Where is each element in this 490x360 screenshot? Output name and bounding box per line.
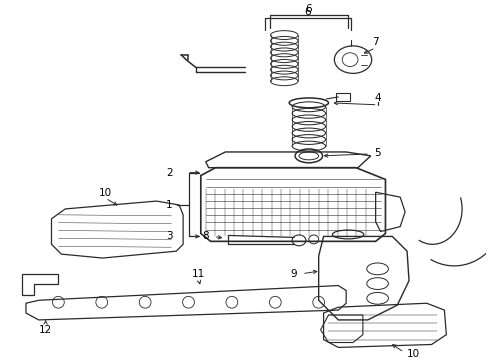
Text: 9: 9 <box>291 269 297 279</box>
Text: 7: 7 <box>372 37 379 47</box>
Text: 4: 4 <box>374 93 381 103</box>
Text: 10: 10 <box>406 349 419 359</box>
Text: 1: 1 <box>166 199 172 210</box>
Text: 6: 6 <box>305 8 311 18</box>
Text: 5: 5 <box>374 148 381 158</box>
Text: 8: 8 <box>202 231 209 242</box>
Text: 3: 3 <box>166 231 172 242</box>
Text: 11: 11 <box>192 269 205 279</box>
Text: 12: 12 <box>39 325 52 335</box>
Text: 6: 6 <box>306 4 312 14</box>
Text: 2: 2 <box>166 168 172 177</box>
Text: 10: 10 <box>99 188 112 198</box>
